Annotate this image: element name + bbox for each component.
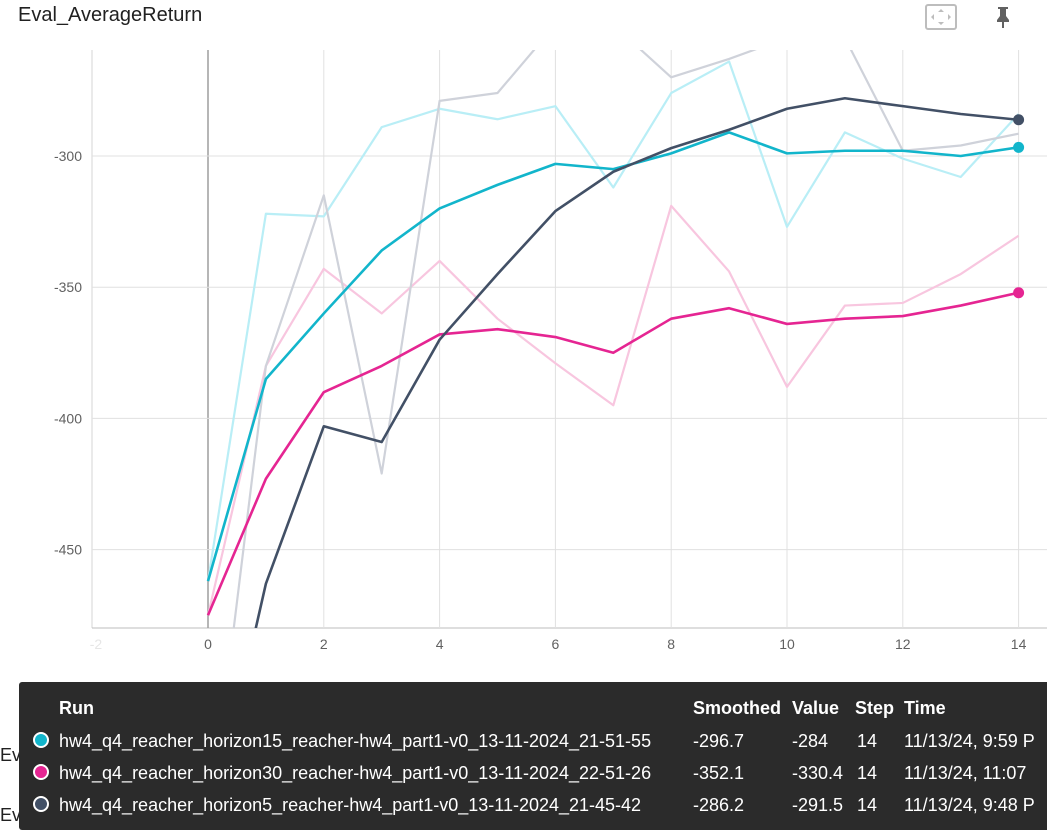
tooltip-panel: Run Smoothed Value Step Time hw4_q4_reac…: [19, 682, 1047, 830]
y-tick-label: -450: [54, 542, 82, 558]
y-tick-label: -350: [54, 279, 82, 295]
grid: [91, 50, 1047, 629]
x-tick-label: 6: [552, 636, 560, 652]
header-value: Value: [792, 698, 840, 718]
row-run: hw4_q4_reacher_horizon30_reacher-hw4_par…: [59, 763, 652, 783]
series-endpoint-marker-1: [1013, 287, 1025, 299]
header-time: Time: [904, 698, 946, 718]
raw-series-line-2: [232, 50, 1019, 628]
tick-labels: 0 2 4 6 8 10 12 14 -2 -300 -350 -400 -450: [54, 148, 1027, 652]
x-tick-label: 4: [436, 636, 444, 652]
row-step: 14: [857, 795, 878, 815]
series-color-dot: [33, 732, 49, 748]
row-time: 11/13/24, 9:59 P: [904, 731, 1035, 751]
header-smoothed: Smoothed: [693, 698, 781, 718]
row-smoothed: -296.7: [693, 731, 745, 751]
raw-series-layer: [206, 50, 1020, 628]
series-endpoint-marker-2: [1013, 114, 1025, 126]
row-time: 11/13/24, 9:48 P: [904, 795, 1035, 815]
raw-series-line-1: [206, 204, 1020, 616]
x-tick-label: 0: [204, 636, 212, 652]
row-smoothed: -286.2: [693, 795, 745, 815]
series-color-dot: [33, 796, 49, 812]
line-chart[interactable]: 0 2 4 6 8 10 12 14 -2 -300 -350 -400 -450: [0, 0, 1047, 660]
row-time: 11/13/24, 11:07: [904, 763, 1027, 783]
row-value: -330.4: [792, 763, 844, 783]
x-tick-label: 10: [779, 636, 795, 652]
y-tick-label: -400: [54, 410, 82, 426]
smoothed-series-line-2: [254, 96, 1019, 628]
row-step: 14: [857, 763, 878, 783]
x-tick-label-faint: -2: [90, 636, 103, 652]
smoothed-series-layer: [206, 96, 1019, 628]
x-tick-label: 2: [320, 636, 328, 652]
smoothed-series-line-1: [206, 291, 1019, 616]
header-run: Run: [59, 698, 94, 718]
row-smoothed: -352.1: [693, 763, 745, 783]
x-tick-label: 12: [895, 636, 911, 652]
chart-title: Eval_AverageReturn: [18, 4, 203, 26]
row-run: hw4_q4_reacher_horizon5_reacher-hw4_part…: [59, 795, 642, 815]
series-color-dot: [33, 764, 49, 780]
fit-to-data-icon[interactable]: [924, 2, 958, 32]
row-value: -291.5: [792, 795, 844, 815]
header-step: Step: [855, 698, 895, 718]
row-value: -284: [792, 731, 829, 751]
x-tick-label: 8: [667, 636, 675, 652]
pin-icon[interactable]: [986, 2, 1020, 32]
series-endpoint-marker-0: [1013, 141, 1025, 153]
row-step: 14: [857, 731, 878, 751]
x-tick-label: 14: [1011, 636, 1027, 652]
smoothed-series-line-0: [206, 131, 1019, 582]
y-tick-label: -300: [54, 148, 82, 164]
row-run: hw4_q4_reacher_horizon15_reacher-hw4_par…: [59, 731, 652, 751]
